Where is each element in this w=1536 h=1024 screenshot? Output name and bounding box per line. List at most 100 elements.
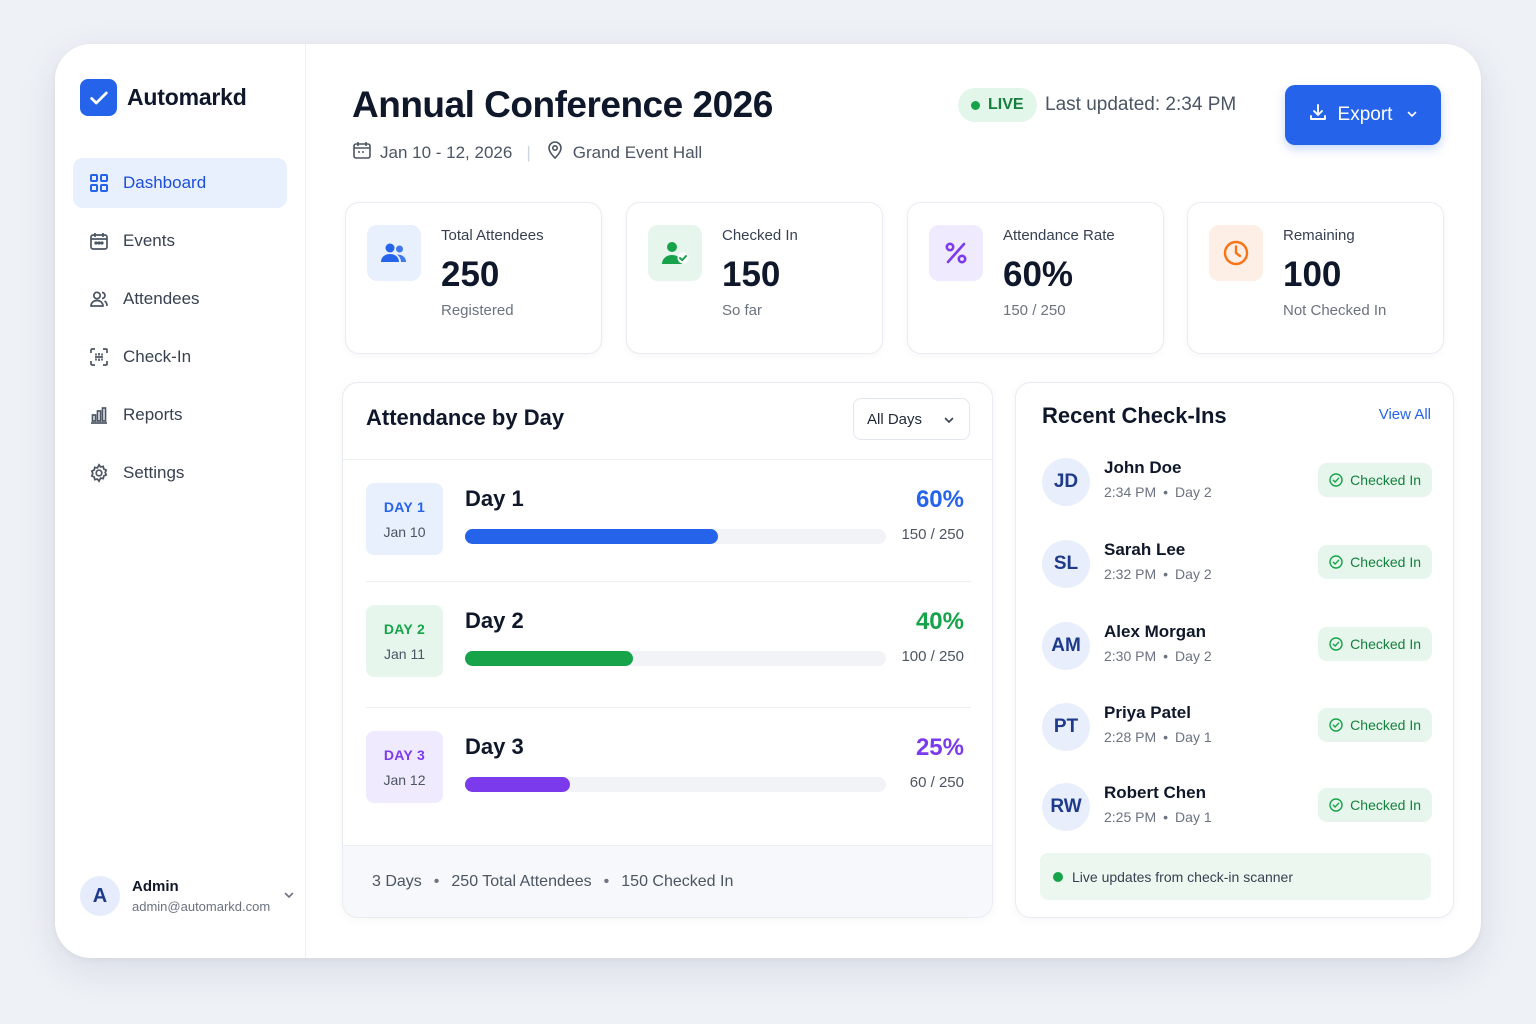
check-in-day: Day 1 — [1175, 809, 1212, 825]
live-updates-note: Live updates from check-in scanner — [1040, 853, 1431, 900]
status-badge: Checked In — [1318, 708, 1432, 742]
user-menu[interactable]: A Admin admin@automarkd.com — [80, 876, 295, 916]
avatar: A — [80, 876, 120, 916]
attendance-summary: 3 Days • 250 Total Attendees • 150 Check… — [343, 845, 992, 917]
progress-bar — [465, 651, 886, 666]
stat-card-checked-in: Checked In 150 So far — [626, 202, 883, 354]
stat-subtext: So far — [722, 302, 763, 319]
avatar: PT — [1042, 703, 1090, 751]
sidebar-item-label: Dashboard — [123, 173, 207, 192]
event-dates: Jan 10 - 12, 2026 — [380, 142, 513, 162]
list-item[interactable]: RW Robert Chen 2:25 PM • Day 1 Checked In — [1042, 781, 1432, 841]
day-percent: 25% — [915, 734, 964, 761]
day-name: Day 1 — [465, 486, 524, 511]
users-icon — [367, 225, 421, 281]
calendar-icon — [89, 231, 109, 251]
progress-fill — [465, 777, 571, 792]
check-in-time: 2:32 PM — [1104, 566, 1157, 582]
brand-name: Automarkd — [127, 84, 247, 110]
user-name: Admin — [132, 878, 179, 895]
divider — [366, 707, 971, 708]
day-row-2: DAY 2 Jan 11 Day 2 40% 100 / 250 — [366, 605, 971, 705]
check-circle-icon — [1329, 555, 1343, 569]
summary-total: 250 Total Attendees — [451, 872, 592, 890]
summary-checked: 150 Checked In — [621, 872, 734, 890]
stat-value: 250 — [441, 255, 500, 294]
summary-days: 3 Days — [372, 872, 422, 890]
day-badge: DAY 1 Jan 10 — [366, 483, 443, 555]
chevron-down-icon[interactable] — [283, 888, 295, 906]
stat-subtext: Not Checked In — [1283, 302, 1387, 319]
divider — [366, 581, 971, 582]
check-circle-icon — [1329, 798, 1343, 812]
list-item[interactable]: PT Priya Patel 2:28 PM • Day 1 Checked In — [1042, 701, 1432, 761]
divider: | — [526, 142, 531, 162]
attendee-name: Alex Morgan — [1104, 622, 1207, 641]
stat-card-attendance-rate: Attendance Rate 60% 150 / 250 — [907, 202, 1164, 354]
progress-bar — [465, 529, 886, 544]
attendee-name: John Doe — [1104, 458, 1182, 477]
day-filter-value: All Days — [867, 410, 923, 428]
day-row-3: DAY 3 Jan 12 Day 3 25% 60 / 250 — [366, 731, 971, 831]
list-item[interactable]: SL Sarah Lee 2:32 PM • Day 2 Checked In — [1042, 538, 1432, 598]
day-badge: DAY 2 Jan 11 — [366, 605, 443, 677]
day-count: 150 / 250 — [901, 526, 964, 543]
recent-check-ins-panel: Recent Check-Ins View All JD John Doe 2:… — [1015, 382, 1454, 918]
sidebar-item-attendees[interactable]: Attendees — [73, 274, 287, 324]
calendar-icon — [352, 140, 380, 165]
brand[interactable]: Automarkd — [80, 79, 247, 116]
stat-label: Checked In — [722, 227, 798, 244]
progress-fill — [465, 529, 718, 544]
download-icon — [1308, 102, 1328, 128]
stat-value: 150 — [722, 255, 781, 294]
status-badge: Checked In — [1318, 788, 1432, 822]
list-item[interactable]: AM Alex Morgan 2:30 PM • Day 2 Checked In — [1042, 620, 1432, 680]
export-button[interactable]: Export — [1285, 85, 1441, 145]
stat-card-remaining: Remaining 100 Not Checked In — [1187, 202, 1444, 354]
day-filter-select[interactable]: All Days — [853, 398, 970, 440]
divider — [343, 459, 992, 460]
sidebar-item-reports[interactable]: Reports — [73, 390, 287, 440]
check-in-day: Day 1 — [1175, 729, 1212, 745]
day-count: 60 / 250 — [909, 774, 964, 791]
gear-icon — [89, 463, 109, 483]
sidebar-item-label: Check-In — [123, 347, 192, 366]
check-circle-icon — [1329, 473, 1343, 487]
list-item[interactable]: JD John Doe 2:34 PM • Day 2 Checked In — [1042, 456, 1432, 516]
day-name: Day 3 — [465, 734, 524, 759]
status-badge: Checked In — [1318, 545, 1432, 579]
attendee-name: Robert Chen — [1104, 783, 1206, 802]
chevron-down-icon — [943, 413, 955, 430]
panel-title: Attendance by Day — [366, 405, 565, 430]
status-badge: Checked In — [1318, 627, 1432, 661]
check-in-day: Day 2 — [1175, 648, 1212, 664]
stat-label: Remaining — [1283, 227, 1355, 244]
stat-label: Total Attendees — [441, 227, 544, 244]
last-updated: Last updated: 2:34 PM — [1045, 94, 1237, 115]
page-title: Annual Conference 2026 — [352, 84, 773, 125]
event-location: Grand Event Hall — [572, 142, 703, 162]
check-circle-icon — [1329, 718, 1343, 732]
attendee-name: Sarah Lee — [1104, 540, 1186, 559]
sidebar-item-check-in[interactable]: Check-In — [73, 332, 287, 382]
grid-icon — [89, 173, 109, 193]
sidebar-item-settings[interactable]: Settings — [73, 448, 287, 498]
scan-icon — [89, 347, 109, 367]
sidebar-item-dashboard[interactable]: Dashboard — [73, 158, 287, 208]
clock-icon — [1209, 225, 1263, 281]
avatar: AM — [1042, 622, 1090, 670]
user-check-icon — [648, 225, 702, 281]
stat-value: 100 — [1283, 255, 1342, 294]
avatar: JD — [1042, 458, 1090, 506]
stat-subtext: 150 / 250 — [1003, 302, 1066, 319]
status-badge: Checked In — [1318, 463, 1432, 497]
attendee-name: Priya Patel — [1104, 703, 1191, 722]
sidebar-item-events[interactable]: Events — [73, 216, 287, 266]
attendance-by-day-panel: Attendance by Day All Days DAY 1 Jan 10 … — [342, 382, 993, 918]
progress-bar — [465, 777, 886, 792]
live-dot-icon — [1053, 871, 1063, 882]
check-icon — [80, 79, 117, 116]
view-all-link[interactable]: View All — [1378, 406, 1431, 423]
percent-icon — [929, 225, 983, 281]
location-pin-icon — [545, 140, 573, 165]
